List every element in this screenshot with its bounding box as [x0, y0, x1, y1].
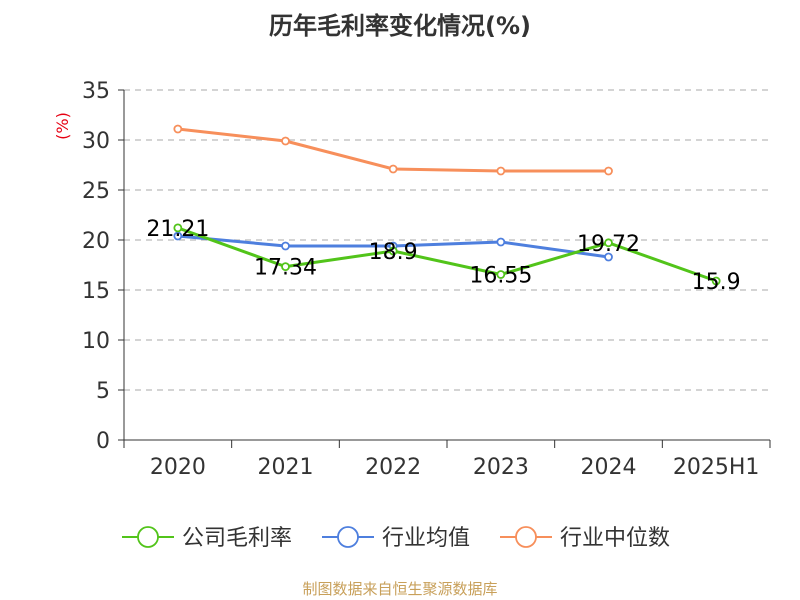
data-point [281, 262, 290, 272]
data-point [173, 223, 183, 233]
legend-marker [337, 526, 359, 548]
y-tick-label: 20 [82, 229, 110, 254]
data-point [496, 237, 506, 247]
data-label: 17.34 [254, 256, 317, 281]
source-note: 制图数据来自恒生聚源数据库 [302, 580, 497, 598]
legend-label: 行业均值 [382, 526, 470, 551]
chart-title: 历年毛利率变化情况(%) [269, 12, 531, 40]
legend-marker [515, 526, 537, 548]
data-point [496, 270, 506, 279]
x-tick-label: 2025H1 [673, 455, 760, 480]
data-label: 16.55 [469, 264, 532, 289]
data-point [604, 252, 613, 262]
y-tick-label: 10 [82, 329, 110, 354]
x-tick-label: 2022 [365, 455, 421, 480]
legend-item[interactable]: 行业中位数 [500, 526, 670, 551]
legend-item[interactable]: 公司毛利率 [122, 526, 292, 551]
data-label: 19.72 [577, 232, 640, 257]
data-label: 21.21 [146, 217, 209, 242]
y-tick-label: 25 [82, 179, 110, 204]
data-point [604, 238, 613, 248]
axes: 0 5 10 15 20 25 30 35 2020 2021 2022 2023 2024 2025H1 [82, 79, 771, 480]
data-point [173, 231, 183, 241]
data-point [388, 246, 398, 256]
data-point [604, 166, 613, 176]
legend-label: 行业中位数 [560, 526, 670, 551]
data-point [388, 164, 398, 174]
gridlines [124, 89, 770, 391]
x-tick-label: 2024 [581, 455, 637, 480]
y-tick-label: 0 [96, 429, 110, 454]
data-point [496, 166, 506, 176]
series-lines [173, 124, 721, 286]
x-tick-label: 2023 [473, 455, 529, 480]
legend-item[interactable]: 行业均值 [322, 526, 470, 551]
legend-marker [137, 526, 159, 548]
data-point [281, 136, 290, 146]
series-line [177, 226, 717, 283]
x-tick-label: 2020 [150, 455, 206, 480]
data-label: 15.9 [692, 270, 741, 295]
x-tick-label: 2021 [258, 455, 314, 480]
legend[interactable]: 公司毛利率 行业均值 行业中位数 [122, 526, 670, 551]
y-tick-label: 35 [82, 79, 110, 104]
y-axis-label: (%) [53, 112, 72, 140]
data-point [173, 124, 183, 134]
data-point [711, 276, 721, 286]
legend-label: 公司毛利率 [182, 526, 292, 551]
data-label: 18.9 [369, 240, 418, 265]
data-point [281, 241, 290, 251]
y-tick-label: 15 [82, 279, 110, 304]
data-labels: 21.21 17.34 18.9 16.55 19.72 15.9 [146, 217, 740, 295]
y-tick-label: 5 [96, 379, 110, 404]
y-tick-label: 30 [82, 129, 110, 154]
